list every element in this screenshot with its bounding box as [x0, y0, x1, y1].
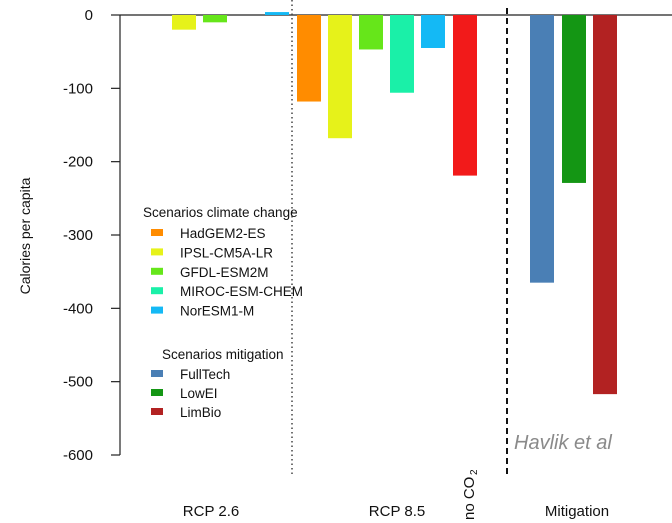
group-label-no-co2: no CO [461, 477, 478, 520]
group-label-mitigation: Mitigation [545, 503, 609, 520]
legend-title-mitigation: Scenarios mitigation [162, 347, 284, 362]
citation-annotation: Havlik et al [514, 432, 612, 454]
group-label-rcp26: RCP 2.6 [183, 503, 239, 520]
bar-hadgem2-es-rcp85 [297, 15, 321, 102]
legend-item-label: IPSL-CM5A-LR [180, 245, 273, 260]
bar-lowei-mitigation [562, 15, 586, 183]
bar-noresm1-m-rcp85 [421, 15, 445, 48]
y-tick-label: -200 [63, 154, 93, 171]
axis-layer: 0 -100 -200 -300 -400 -500 -600 Calories per ca… [17, 7, 672, 520]
legend-swatch [151, 287, 163, 295]
legend-item-label: MIROC-ESM-CHEM [180, 284, 303, 299]
legend-item-label: FullTech [180, 367, 230, 382]
y-tick-label: -400 [63, 300, 93, 317]
y-tick-label: 0 [85, 7, 93, 24]
bars-layer [172, 12, 617, 395]
legend-title-climate: Scenarios climate change [143, 205, 298, 220]
y-tick-label: -500 [63, 374, 93, 391]
separators-layer [291, 0, 508, 474]
legend-item-label: GFDL-ESM2M [180, 265, 269, 280]
bar-miroc-esm-chem-rcp85 [390, 15, 414, 93]
bar-ipsl-cm5a-lr-rcp26 [172, 15, 196, 30]
legend-item-label: LowEI [180, 386, 218, 401]
legend-swatch [151, 267, 163, 275]
legend-swatch [151, 229, 163, 236]
legend-swatch [151, 306, 163, 314]
legend-item-label: LimBio [180, 405, 221, 420]
bar-fulltech-mitigation [530, 15, 554, 283]
group-label-no-co2-subscript: 2 [469, 469, 480, 475]
bar-no-co2-rcp85 [453, 15, 477, 176]
legend-swatch [151, 408, 163, 415]
legend-layer: Scenarios climate change HadGEM2-ES IPSL-C… [143, 205, 303, 420]
legend-swatch [151, 370, 163, 377]
bar-ipsl-cm5a-lr-rcp85 [328, 15, 352, 139]
legend-swatch [151, 389, 163, 396]
bar-noresm1-m-rcp26 [265, 12, 289, 15]
legend-item-label: NorESM1-M [180, 304, 254, 319]
y-tick-label: -100 [63, 80, 93, 97]
bar-limbio-mitigation [593, 15, 617, 395]
bar-gfdl-esm2m-rcp26 [203, 15, 227, 23]
group-label-rcp85: RCP 8.5 [369, 503, 425, 520]
bar-gfdl-esm2m-rcp85 [359, 15, 383, 50]
legend-item-label: HadGEM2-ES [180, 226, 266, 241]
y-tick-label: -300 [63, 227, 93, 244]
legend-swatch [151, 248, 163, 256]
y-tick-label: -600 [63, 447, 93, 464]
y-axis-label: Calories per capita [17, 177, 33, 294]
